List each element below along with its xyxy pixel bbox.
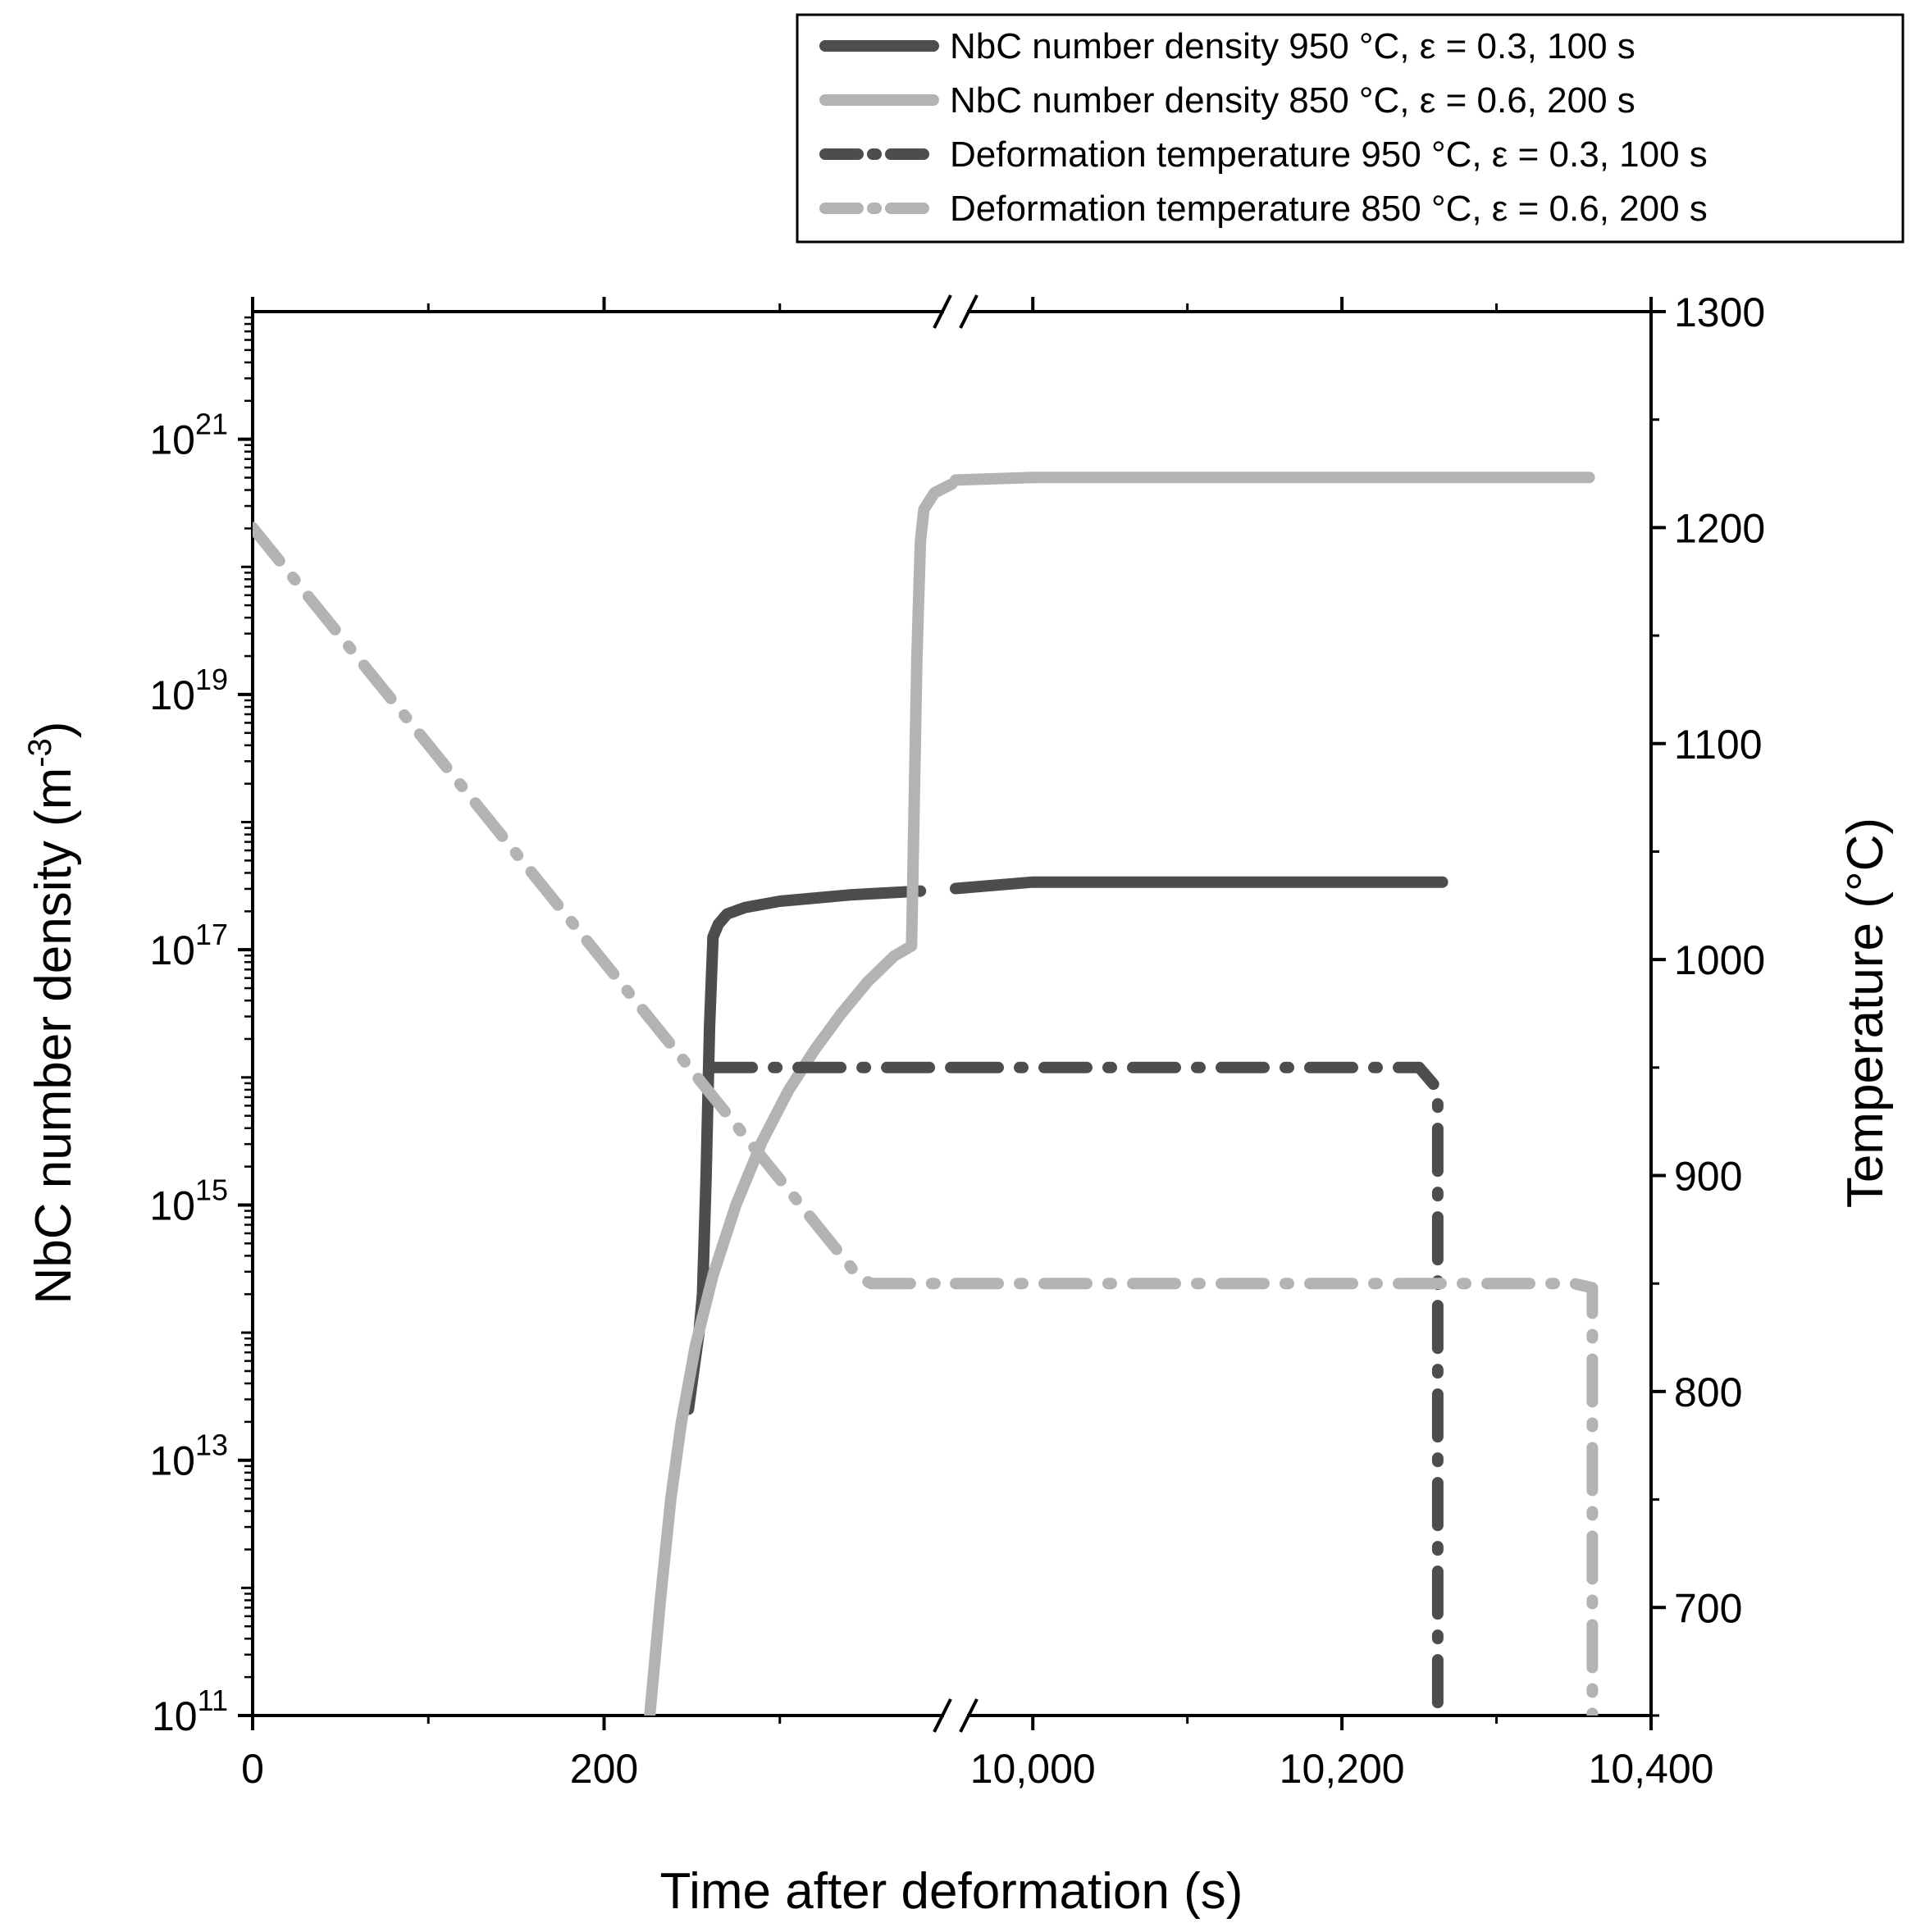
y-left-tick-exp: 11	[198, 1684, 228, 1717]
y-left-tick-base: 10	[152, 1693, 198, 1739]
y-left-title-superscript: -3	[22, 738, 58, 768]
x-tick-label: 10,200	[1280, 1746, 1405, 1792]
y-left-tick-label: 1019	[149, 663, 228, 718]
y-left-tick-label: 1013	[149, 1428, 228, 1484]
legend-label-2: NbC number density 850 °C, ε = 0.6, 200 …	[950, 80, 1635, 121]
x-axis-title: Time after deformation (s)	[660, 1863, 1243, 1920]
x-tick-label: 10,000	[970, 1746, 1096, 1792]
y-left-tick-base: 10	[149, 672, 195, 718]
axis-break-slash	[933, 294, 952, 329]
legend-box	[796, 13, 1905, 244]
axis-break	[933, 294, 979, 1733]
y-left-tick-exp: 13	[195, 1428, 228, 1462]
y-right-tick-label: 1000	[1674, 937, 1765, 983]
series-line-1	[950, 876, 1448, 895]
series-line-3	[950, 1061, 1444, 1716]
series-line-4	[950, 1278, 1599, 1716]
y-left-title-main: NbC number density (m	[25, 768, 82, 1305]
y-left-tick-base: 10	[149, 927, 195, 973]
axis-break-slash	[933, 1698, 952, 1733]
y-left-tick-exp: 17	[195, 918, 228, 951]
y-left-tick-exp: 19	[195, 663, 228, 696]
series-line-2	[950, 472, 1595, 486]
y-left-tick-exp: 21	[195, 408, 228, 441]
x-tick-label: 0	[241, 1746, 264, 1792]
y-left-tick-label: 1021	[149, 408, 228, 463]
legend-label-4: Deformation temperature 850 °C, ε = 0.6,…	[950, 189, 1708, 229]
tick-layer	[238, 297, 1666, 1730]
y-right-tick-label: 1100	[1674, 722, 1763, 768]
series-line-2	[644, 478, 958, 1716]
x-tick-label: 200	[570, 1746, 638, 1792]
y-left-tick-exp: 15	[195, 1173, 228, 1206]
x-tick-label: 10,400	[1589, 1746, 1714, 1792]
series-line-4	[253, 522, 961, 1290]
y-left-tick-label: 1011	[152, 1684, 228, 1739]
y-left-tick-base: 10	[149, 1182, 195, 1228]
legend-label-3: Deformation temperature 950 °C, ε = 0.3,…	[950, 134, 1708, 175]
y-right-tick-label: 800	[1674, 1369, 1742, 1415]
y-left-tick-label: 1017	[149, 918, 228, 973]
y-left-tick-base: 10	[149, 1438, 195, 1484]
y-right-tick-label: 700	[1674, 1585, 1742, 1631]
tick-label-layer: 0 200 10,000 10,200 10,400101110131015101710…	[149, 289, 1765, 1792]
axis-break-slash	[959, 1698, 979, 1733]
y-right-tick-label: 900	[1674, 1154, 1742, 1200]
legend: NbC number density 950 °C, ε = 0.3, 100 …	[796, 13, 1905, 244]
y-left-axis-title: NbC number density (m-3)	[22, 722, 82, 1305]
y-left-tick-base: 10	[149, 417, 195, 463]
y-right-tick-label: 1300	[1674, 289, 1765, 335]
legend-label-1: NbC number density 950 °C, ε = 0.3, 100 …	[950, 26, 1635, 66]
axis-break-slash	[959, 294, 979, 329]
series-layer	[253, 472, 1599, 1716]
y-left-title-suffix: )	[25, 722, 82, 739]
y-left-tick-label: 1015	[149, 1173, 228, 1228]
y-right-axis-title: Temperature (°C)	[1837, 818, 1894, 1208]
y-right-tick-label: 1200	[1674, 505, 1765, 551]
